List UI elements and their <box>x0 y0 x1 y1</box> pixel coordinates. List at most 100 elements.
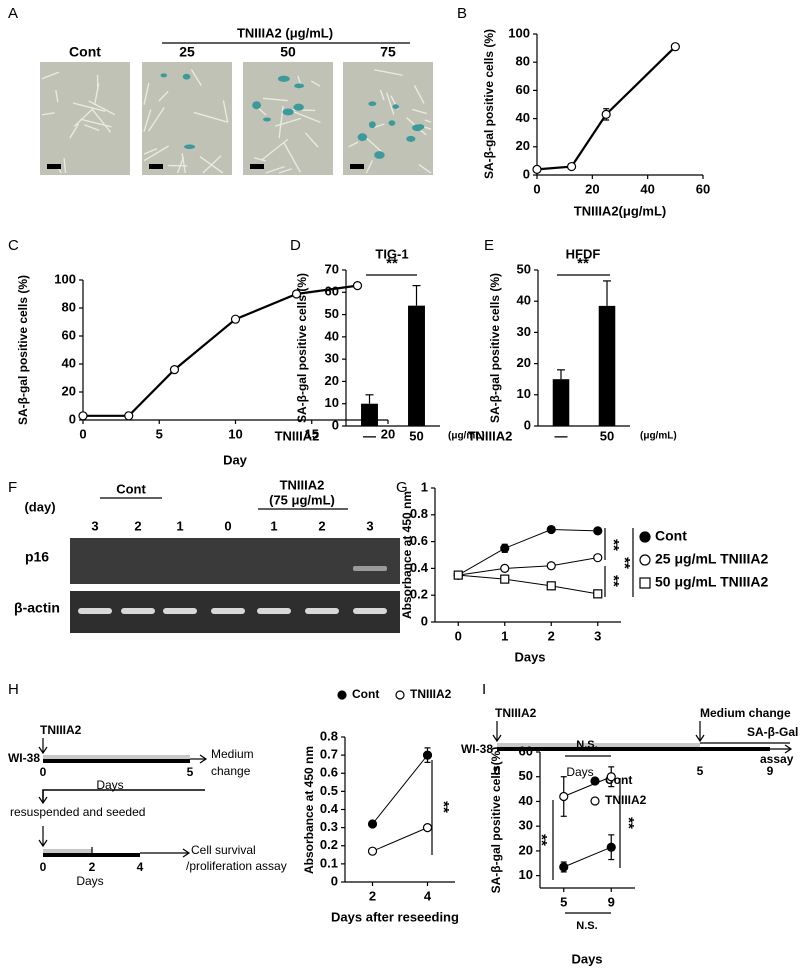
cell-texture <box>386 92 395 115</box>
cell-texture <box>374 69 403 76</box>
gel-band <box>211 608 245 614</box>
cell-texture <box>158 90 169 102</box>
x-axis-label: TNIIIA2(μg/mL) <box>574 203 666 218</box>
y-axis-label: SA-β-gal positive cells (%) <box>482 29 496 179</box>
marker <box>500 543 510 553</box>
cell-texture <box>69 123 80 139</box>
y-tick-label: 0.8 <box>410 506 428 521</box>
micrograph-label: 75 <box>380 44 396 60</box>
y-tick-label: 40 <box>519 793 533 808</box>
arrow-head <box>38 839 48 848</box>
panel-label: C <box>8 237 19 254</box>
marker <box>352 281 363 291</box>
y-tick-label: 30 <box>517 324 531 339</box>
marker <box>169 365 180 375</box>
error-bar <box>603 280 611 306</box>
marker <box>367 819 378 829</box>
y-axis-label: SA-β-gal positive cells (%) <box>16 275 30 425</box>
error-bar <box>412 285 421 306</box>
timeline-label: SA-β-Gal <box>747 725 798 739</box>
series-line <box>563 776 612 797</box>
micrograph <box>40 62 130 175</box>
gel-lane-label: 0 <box>224 518 231 533</box>
y-axis-label: SA-β-gal positive cells(%) <box>489 747 503 894</box>
y-tick-label: 50 <box>325 306 339 321</box>
annotation: ** <box>386 255 398 272</box>
y-tick-label: 0.6 <box>320 765 338 780</box>
marker <box>422 750 433 760</box>
y-tick-label: 0 <box>421 613 428 628</box>
series-line <box>536 45 677 171</box>
bar <box>408 305 425 426</box>
y-tick-label: 100 <box>54 271 76 286</box>
scale-bar <box>149 164 163 169</box>
cell-texture <box>143 145 169 162</box>
cell-texture <box>289 109 321 124</box>
marker <box>422 823 433 833</box>
cell-texture <box>304 132 319 148</box>
y-tick-label: 50 <box>519 768 533 783</box>
x-tick-label: 5 <box>156 426 163 441</box>
stained-cell <box>282 108 294 116</box>
timeline-bar <box>43 755 190 759</box>
panel-label: A <box>8 5 18 22</box>
series-line <box>563 846 612 868</box>
annotation: N.S. <box>576 920 597 932</box>
timeline-label: assay <box>760 752 794 766</box>
series-line <box>83 284 358 417</box>
panel-label: G <box>396 479 408 496</box>
marker <box>453 570 463 580</box>
x-tick-label: 20 <box>585 181 599 196</box>
cell-texture <box>63 157 67 174</box>
y-tick-label: 0.4 <box>320 801 339 816</box>
y-tick-label: 30 <box>519 818 533 833</box>
cell-texture <box>265 165 285 174</box>
legend-label: 25 μg/mL TNIIIA2 <box>655 551 769 567</box>
timeline-axis: Days <box>96 778 123 792</box>
annotation: ** <box>435 801 452 813</box>
x-tick-label: 1 <box>501 628 508 643</box>
bar <box>552 379 570 426</box>
y-tick-label: 40 <box>517 293 531 308</box>
stained-cell <box>182 73 191 80</box>
y-tick-label: 100 <box>508 25 530 40</box>
panel-label: E <box>484 237 494 254</box>
marker <box>593 589 603 599</box>
panel-label: F <box>8 479 17 496</box>
gel-band <box>121 608 155 614</box>
micrograph-label: 50 <box>280 44 296 60</box>
timeline-tick: 9 <box>767 764 774 778</box>
cell-texture <box>412 108 428 115</box>
timeline-i: TNIIIA2 Medium change WI-38 SA-β-Gal ass… <box>461 706 798 779</box>
y-tick-label: 0.6 <box>410 533 428 548</box>
arrow-head <box>182 848 191 858</box>
gel-treatment: TNIIIA2 <box>280 477 325 492</box>
y-axis-label: SA-β-gal positive cells (%) <box>488 273 502 423</box>
timeline-axis: Days <box>76 874 103 888</box>
stained-cell <box>406 135 416 142</box>
stained-cell <box>293 103 304 111</box>
cell-texture <box>176 156 185 174</box>
timeline-label: WI-38 <box>8 751 40 765</box>
micrographs <box>40 62 433 175</box>
stained-cell <box>392 104 399 109</box>
micrograph-header: TNIIIA2 (μg/mL) <box>237 25 333 40</box>
legend-marker <box>639 554 651 566</box>
cell-texture <box>424 119 432 123</box>
marker <box>546 581 556 591</box>
scale-bar <box>350 164 364 169</box>
x-tick-label: 0 <box>455 628 462 643</box>
marker <box>606 842 616 852</box>
y-tick-label: 20 <box>519 842 533 857</box>
cell-texture <box>222 100 229 123</box>
x-axis-label: TNIIIA2 <box>468 428 513 443</box>
cell-texture <box>278 105 284 139</box>
legend-label: 50 μg/mL TNIIIA2 <box>655 574 769 590</box>
marker <box>546 524 556 535</box>
stained-cell <box>374 151 385 159</box>
marker <box>291 289 302 299</box>
y-tick-label: 50 <box>517 261 531 276</box>
arrow-head <box>38 796 48 805</box>
gel-dose: (75 μg/mL) <box>269 492 335 507</box>
